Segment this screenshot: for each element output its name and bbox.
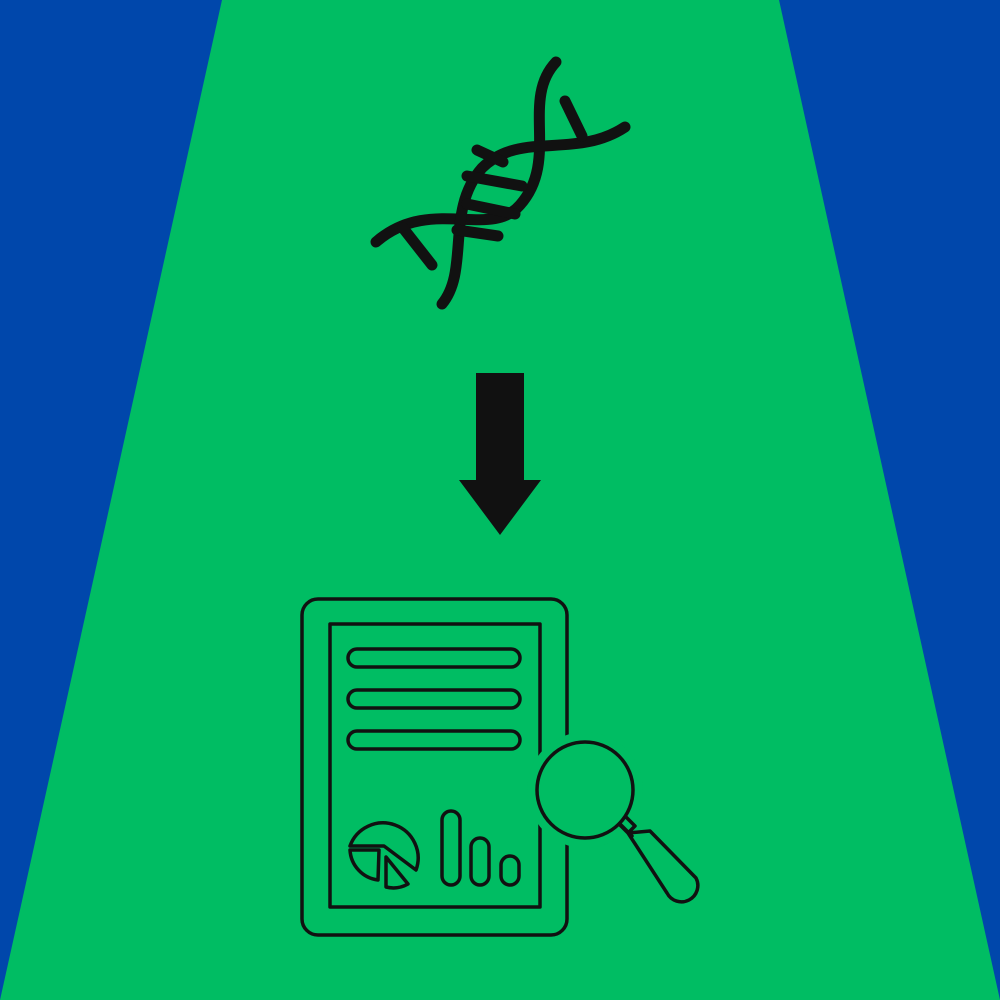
pie-slice-left	[348, 848, 381, 882]
dna-rung	[451, 224, 504, 242]
bar	[499, 854, 521, 887]
bar	[440, 809, 462, 887]
pie-main-slice	[348, 821, 420, 872]
bar-chart-icon	[440, 809, 521, 887]
text-line	[346, 688, 522, 710]
handle-neck	[618, 822, 634, 838]
magnifying-glass-icon	[527, 732, 700, 904]
dna-strand-a	[370, 56, 562, 248]
dna-rung	[461, 198, 521, 220]
bar	[469, 836, 491, 887]
pie-slice-bottom	[384, 855, 410, 890]
dna-strand-b	[436, 121, 631, 310]
dna-icon	[370, 56, 631, 310]
text-line	[346, 647, 522, 669]
lens-mask	[527, 732, 643, 848]
text-line	[346, 729, 522, 751]
report-analysis-icon	[300, 597, 700, 937]
pie-chart-icon	[348, 821, 420, 890]
dna-cap	[559, 95, 588, 142]
lens-outer	[535, 740, 635, 840]
dna-cap	[397, 222, 438, 271]
dna-rung	[471, 144, 509, 168]
arrow-down-icon	[459, 373, 541, 535]
dna-rung	[461, 170, 528, 192]
